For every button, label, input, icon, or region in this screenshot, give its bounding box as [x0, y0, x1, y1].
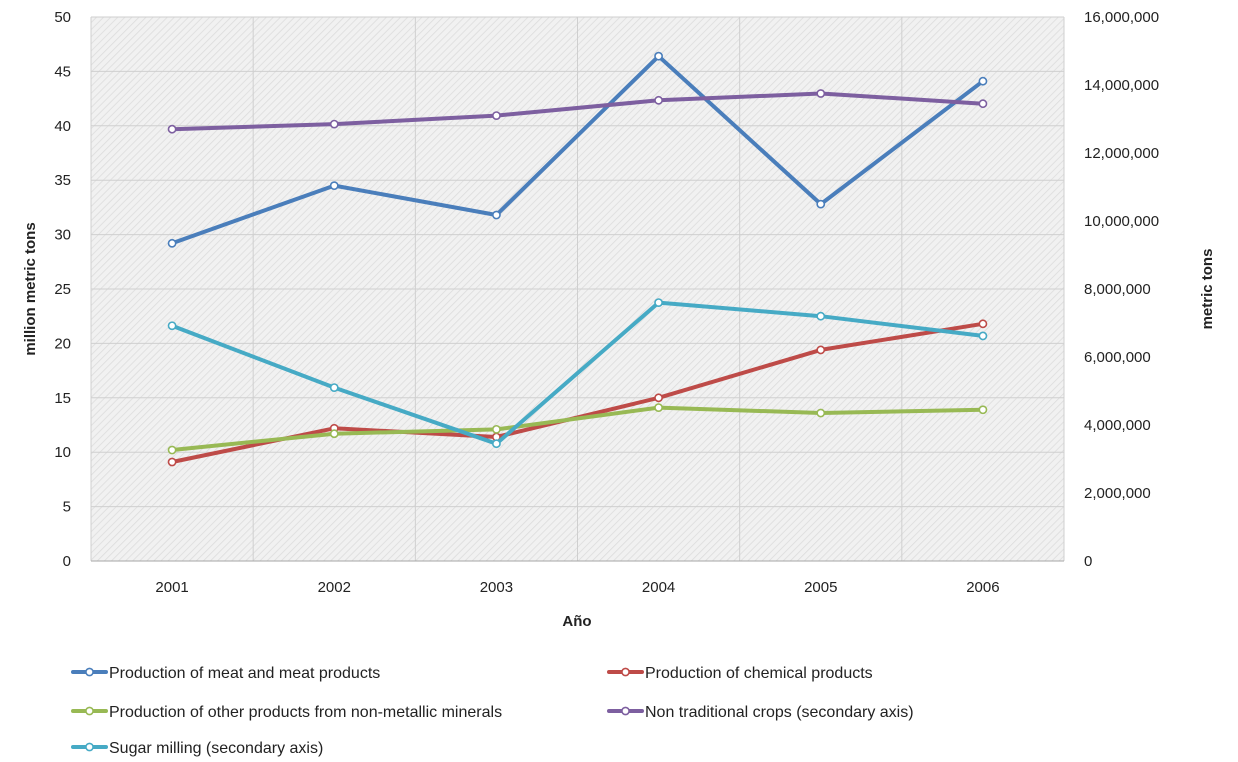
legend-label: Production of other products from non-me…	[109, 704, 502, 721]
y2-tick-label: 6,000,000	[1084, 349, 1151, 366]
y-tick-label: 20	[54, 335, 71, 352]
data-point	[167, 457, 177, 467]
y-tick-label: 0	[63, 553, 71, 570]
data-point	[654, 403, 663, 412]
y-tick-label: 25	[54, 281, 71, 298]
legend-marker	[621, 667, 630, 677]
series-line-4	[170, 300, 985, 446]
data-point	[492, 439, 501, 449]
data-point	[816, 89, 826, 98]
data-point	[492, 210, 501, 220]
y2-tick-label: 0	[1084, 553, 1092, 570]
legend-label: Production of chemical products	[645, 665, 873, 682]
legend-marker	[85, 706, 94, 716]
x-axis-title: Año	[562, 613, 591, 630]
y2-tick-label: 8,000,000	[1084, 281, 1151, 298]
y2-tick-label: 16,000,000	[1084, 9, 1159, 26]
legend-label: Non traditional crops (secondary axis)	[645, 704, 914, 721]
data-point	[654, 298, 663, 307]
y-tick-label: 10	[54, 444, 71, 461]
y-axis-title: million metric tons	[22, 222, 39, 355]
data-point	[816, 199, 826, 209]
data-point	[654, 393, 663, 403]
data-point	[167, 321, 177, 331]
y-tick-label: 40	[54, 118, 71, 135]
legend-marker	[85, 742, 94, 752]
y2-tick-label: 2,000,000	[1084, 485, 1151, 502]
data-point	[492, 424, 501, 434]
data-point	[978, 99, 988, 109]
data-point	[329, 383, 339, 392]
y-tick-label: 35	[54, 172, 71, 189]
series-line-3	[170, 91, 985, 132]
data-point	[978, 319, 988, 329]
y2-tick-label: 4,000,000	[1084, 417, 1151, 434]
legend-label: Sugar milling (secondary axis)	[109, 740, 323, 757]
data-point	[329, 181, 339, 191]
y2-tick-label: 10,000,000	[1084, 213, 1159, 230]
data-point	[978, 76, 988, 86]
y-tick-label: 5	[63, 499, 71, 516]
x-tick-label: 2002	[318, 579, 351, 596]
x-tick-label: 2004	[642, 579, 675, 596]
data-point	[978, 405, 988, 415]
series-line-2	[170, 405, 985, 452]
y2-tick-label: 12,000,000	[1084, 145, 1159, 162]
legend: Production of meat and meat products Prod…	[71, 665, 914, 757]
y-tick-label: 15	[54, 390, 71, 407]
series-line-0	[170, 54, 985, 246]
data-point	[654, 51, 663, 61]
legend-marker	[621, 706, 630, 716]
data-point	[654, 95, 663, 105]
axes: 0 5 10 15 20 25 30 35 40 45 50 0 2,000,000 4,000,000 6…	[54, 9, 1159, 596]
x-tick-label: 2003	[480, 579, 513, 596]
data-point	[978, 331, 988, 341]
x-tick-label: 2001	[155, 579, 188, 596]
series-layer	[167, 51, 988, 467]
y-tick-label: 50	[54, 9, 71, 26]
y-tick-label: 30	[54, 227, 71, 244]
data-point	[816, 408, 826, 418]
data-point	[816, 311, 826, 321]
x-tick-label: 2006	[966, 579, 999, 596]
legend-label: Production of meat and meat products	[109, 665, 380, 682]
data-point	[167, 445, 177, 455]
legend-marker	[85, 667, 94, 677]
data-point	[329, 429, 339, 439]
y2-tick-label: 14,000,000	[1084, 77, 1159, 94]
y2-axis-title: metric tons	[1199, 249, 1216, 330]
data-point	[492, 111, 501, 120]
data-point	[816, 345, 826, 355]
data-point	[167, 238, 177, 248]
x-tick-label: 2005	[804, 579, 837, 596]
data-point	[329, 119, 339, 129]
y-tick-label: 45	[54, 63, 71, 80]
data-point	[167, 124, 177, 134]
